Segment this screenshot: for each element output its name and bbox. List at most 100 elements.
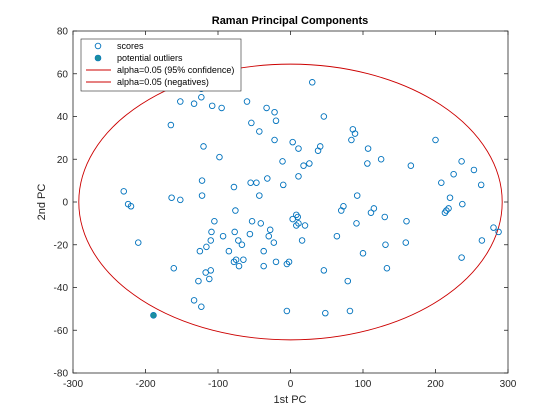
y-tick-label: -40: [54, 283, 69, 294]
score-point: [353, 192, 361, 199]
score-point: [264, 175, 271, 182]
score-point: [407, 162, 415, 169]
score-point: [295, 145, 302, 152]
score-point: [243, 98, 251, 105]
score-point: [478, 237, 486, 244]
score-point: [208, 228, 215, 236]
y-tick-label: 20: [57, 155, 69, 166]
score-point: [230, 183, 238, 191]
score-point: [256, 192, 263, 199]
score-point: [351, 130, 359, 137]
score-point: [120, 188, 127, 195]
score-point: [211, 217, 218, 225]
score-point: [300, 162, 307, 169]
score-point: [309, 79, 316, 86]
score-point: [198, 192, 206, 199]
legend-ellipse-label: alpha=0.05 (95% confidence): [117, 65, 234, 75]
score-point: [248, 217, 256, 225]
score-point: [450, 170, 457, 178]
score-point: [490, 224, 497, 231]
score-point: [235, 262, 243, 270]
score-point: [216, 153, 223, 161]
score-point: [495, 228, 502, 236]
score-point: [271, 108, 278, 116]
score-point: [196, 247, 204, 255]
legend-scores-marker: [94, 42, 102, 50]
score-points: [120, 79, 502, 319]
x-axis-ticks: -300 -200 -100 0 100 200 300: [63, 31, 517, 390]
score-point: [232, 207, 239, 214]
score-point: [382, 241, 389, 248]
legend-outlier-label: potential outliers: [117, 53, 183, 63]
score-point: [232, 256, 240, 263]
score-point: [322, 309, 329, 317]
score-point: [200, 143, 207, 150]
score-point: [446, 194, 454, 201]
score-point: [134, 239, 142, 246]
score-point: [257, 220, 265, 227]
score-point: [265, 232, 273, 240]
score-point: [177, 196, 184, 204]
score-point: [346, 307, 354, 315]
score-point: [260, 247, 267, 255]
score-point: [170, 265, 178, 272]
score-point: [195, 277, 202, 285]
score-point: [383, 265, 391, 272]
score-point: [364, 160, 371, 167]
y-tick-label: 80: [57, 27, 69, 38]
score-point: [177, 98, 184, 105]
score-point: [256, 128, 263, 135]
confidence-ellipse: [78, 63, 503, 341]
score-point: [272, 258, 280, 266]
score-point: [301, 222, 309, 229]
x-tick-label: 200: [427, 379, 444, 390]
score-point: [316, 143, 324, 150]
score-point: [225, 247, 233, 255]
chart-title: Raman Principal Components: [212, 15, 368, 27]
x-tick-label: -100: [208, 379, 228, 390]
y-tick-label: 60: [57, 69, 69, 80]
score-point: [295, 173, 302, 180]
score-point: [359, 250, 367, 257]
score-point: [344, 277, 352, 285]
score-point: [459, 200, 466, 208]
score-point: [402, 239, 410, 246]
score-point: [231, 228, 238, 236]
outlier-point: [150, 311, 157, 319]
score-point: [285, 258, 293, 266]
score-point: [477, 181, 485, 189]
score-point: [438, 179, 445, 187]
score-point: [370, 205, 378, 212]
legend-outlier-marker: [94, 54, 102, 62]
legend-scores-label: scores: [117, 41, 144, 51]
score-point: [353, 220, 360, 227]
score-point: [198, 303, 205, 310]
score-point: [266, 226, 274, 234]
y-tick-label: -20: [54, 240, 69, 251]
score-point: [240, 256, 247, 263]
score-point: [280, 181, 287, 189]
score-point: [320, 113, 328, 120]
score-point: [272, 117, 280, 125]
score-point: [238, 241, 246, 248]
score-point: [293, 222, 300, 229]
score-point: [283, 260, 291, 268]
score-point: [294, 213, 302, 221]
score-point: [263, 104, 270, 112]
x-tick-label: 0: [288, 379, 294, 390]
score-point: [208, 102, 216, 110]
score-point: [248, 119, 255, 127]
score-point: [470, 166, 478, 174]
score-point: [206, 275, 213, 283]
y-tick-label: 40: [57, 112, 69, 123]
score-point: [381, 213, 389, 221]
score-point: [230, 258, 238, 266]
score-point: [441, 209, 449, 216]
score-point: [198, 177, 206, 184]
score-point: [271, 136, 278, 144]
score-point: [432, 136, 439, 144]
score-point: [348, 136, 355, 144]
score-point: [298, 237, 306, 244]
score-point: [167, 121, 175, 129]
